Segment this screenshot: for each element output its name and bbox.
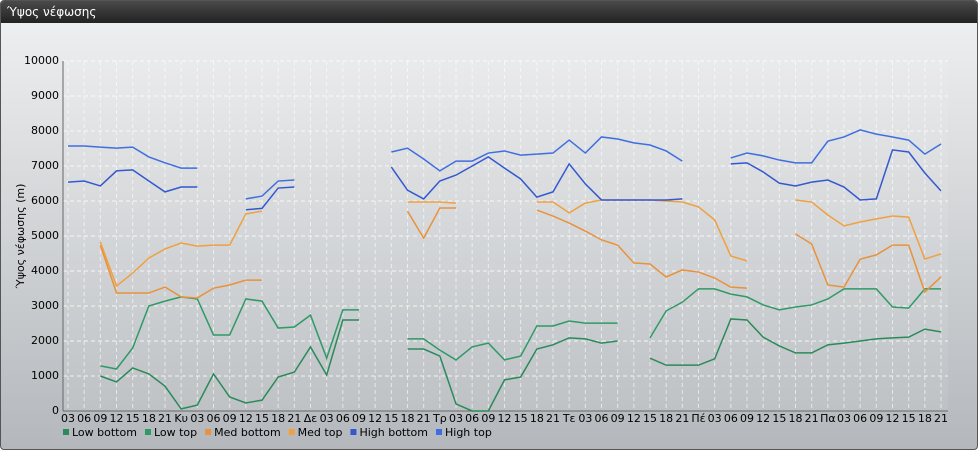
x-tick-label: 21	[805, 412, 819, 425]
x-tick-label: 15	[643, 412, 657, 425]
x-tick-label: Τε	[562, 412, 576, 425]
y-tick-label: 8000	[31, 124, 59, 137]
x-tick-label: 03	[190, 412, 204, 425]
x-tick-label: 09	[740, 412, 754, 425]
x-tick-label: 15	[514, 412, 528, 425]
y-tick-label: 9000	[31, 89, 59, 102]
x-tick-label: 12	[756, 412, 770, 425]
x-tick-label: 21	[546, 412, 560, 425]
series-line	[99, 207, 942, 299]
legend-label: Med bottom	[214, 426, 281, 439]
x-tick-label: 15	[126, 412, 140, 425]
y-tick-label: 4000	[31, 264, 59, 277]
x-tick-label: 18	[789, 412, 803, 425]
x-tick-label: 12	[886, 412, 900, 425]
x-tick-label: 15	[772, 412, 786, 425]
legend-label: High bottom	[359, 426, 428, 439]
x-tick-label: 09	[869, 412, 883, 425]
legend-label: Low top	[154, 426, 197, 439]
y-axis-label: Ύψος νέφωσης (m)	[14, 184, 27, 290]
y-tick-label: 10000	[24, 54, 59, 67]
x-tick-label: 09	[93, 412, 107, 425]
x-tick-label: 12	[627, 412, 641, 425]
y-tick-label: 5000	[31, 229, 59, 242]
legend-swatch	[63, 429, 69, 435]
series-line	[68, 129, 942, 200]
x-tick-label: 12	[110, 412, 124, 425]
x-tick-label: Δε	[304, 412, 318, 425]
x-tick-label: 06	[207, 412, 221, 425]
y-tick-label: 6000	[31, 194, 59, 207]
series-line	[67, 149, 942, 211]
x-tick-label: 18	[530, 412, 544, 425]
x-tick-label: 09	[481, 412, 495, 425]
x-tick-label: 18	[401, 412, 415, 425]
x-tick-label: Πέ	[691, 412, 705, 425]
x-tick-label: 09	[223, 412, 237, 425]
legend-label: Med top	[298, 426, 343, 439]
x-tick-label: 06	[336, 412, 350, 425]
x-tick-label: Τρ	[432, 412, 447, 425]
chart: 0 1000 2000 3000 4000 5000 6000 7000 8000 9000 100…	[14, 54, 948, 439]
title-bar: Ύψος νέφωσης	[1, 1, 977, 23]
x-tick-label: 18	[918, 412, 932, 425]
legend-swatch	[350, 429, 357, 435]
x-tick-label: 21	[934, 412, 948, 425]
legend-label: High top	[445, 426, 492, 439]
x-tick-label: Κυ	[174, 412, 188, 425]
x-tick-label: 06	[595, 412, 609, 425]
x-tick-label: 15	[255, 412, 269, 425]
x-tick-label: 09	[352, 412, 366, 425]
x-tick-label: 21	[287, 412, 301, 425]
x-tick-label: 09	[611, 412, 625, 425]
y-tick-label: 0	[52, 404, 59, 417]
x-tick-label: 15	[384, 412, 398, 425]
legend-swatch	[436, 429, 442, 435]
x-tick-label: 21	[675, 412, 689, 425]
y-tick-label: 7000	[31, 159, 59, 172]
series-line	[100, 318, 942, 412]
x-tick-label: 18	[271, 412, 285, 425]
x-tick-label: 03	[578, 412, 592, 425]
x-tick-label: 21	[158, 412, 172, 425]
x-tick-label: Πα	[820, 412, 836, 425]
x-tick-label: 18	[142, 412, 156, 425]
x-tick-label: 03	[61, 412, 75, 425]
legend-swatch	[205, 429, 212, 435]
x-tick-label: 21	[417, 412, 431, 425]
x-tick-label: 03	[320, 412, 334, 425]
y-tick-label: 3000	[31, 299, 59, 312]
y-tick-label: 2000	[31, 334, 59, 347]
legend-label: Low bottom	[72, 426, 137, 439]
series-line	[99, 199, 942, 288]
x-tick-label: 12	[239, 412, 253, 425]
x-tick-label: 12	[368, 412, 382, 425]
x-tick-label: 03	[708, 412, 722, 425]
legend-swatch	[288, 429, 295, 435]
series-line	[100, 288, 941, 370]
x-tick-label: 06	[724, 412, 738, 425]
x-tick-label: 18	[659, 412, 673, 425]
x-tick-label: 06	[853, 412, 867, 425]
x-tick-label: 03	[449, 412, 463, 425]
x-tick-label: 03	[837, 412, 851, 425]
x-tick-label: 06	[77, 412, 91, 425]
legend-swatch	[144, 429, 151, 435]
x-tick-label: 12	[498, 412, 512, 425]
x-tick-label: 06	[465, 412, 479, 425]
y-tick-label: 1000	[31, 369, 59, 382]
x-tick-label: 15	[902, 412, 916, 425]
